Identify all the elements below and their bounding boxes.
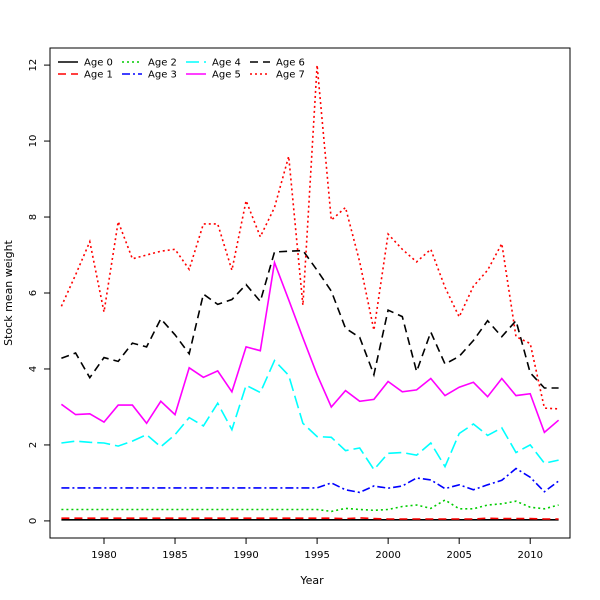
legend-label: Age 7 xyxy=(276,70,305,81)
y-axis: 0 2 4 6 8 10 12 xyxy=(28,59,50,524)
x-tick-label: 1995 xyxy=(304,550,329,561)
legend-label: Age 2 xyxy=(148,58,177,69)
legend-label: Age 3 xyxy=(148,70,177,81)
y-tick-label: 4 xyxy=(28,366,39,372)
plot-frame xyxy=(49,47,571,539)
y-tick-label: 0 xyxy=(28,518,39,524)
legend-label: Age 6 xyxy=(276,58,305,69)
y-axis-label: Stock mean weight xyxy=(2,239,15,345)
x-tick-label: 2005 xyxy=(446,550,471,561)
y-tick-label: 2 xyxy=(28,442,39,448)
series-line-age-1 xyxy=(61,517,559,520)
y-tick-label: 10 xyxy=(28,135,39,148)
x-axis-label: Year xyxy=(299,574,324,587)
series-line-age-2 xyxy=(61,499,559,513)
series-line-age-3 xyxy=(61,467,560,494)
legend-label: Age 5 xyxy=(212,70,241,81)
y-tick-label: 6 xyxy=(28,290,39,296)
x-tick-label: 1985 xyxy=(162,550,187,561)
series-line-age-5 xyxy=(60,259,560,434)
x-tick-label: 2000 xyxy=(375,550,400,561)
y-tick-label: 8 xyxy=(28,214,39,220)
legend-label: Age 0 xyxy=(84,58,113,69)
x-tick-label: 2010 xyxy=(517,550,542,561)
legend-label: Age 4 xyxy=(212,58,241,69)
series-lines xyxy=(60,65,560,521)
series-line-age-4 xyxy=(61,359,559,471)
x-tick-label: 1990 xyxy=(233,550,258,561)
x-tick-label: 1980 xyxy=(91,550,116,561)
x-axis: 1980 1985 1990 1995 2000 2005 2010 xyxy=(91,538,543,561)
series-line-age-6 xyxy=(61,249,559,389)
series-line-age-7 xyxy=(60,65,559,410)
legend-label: Age 1 xyxy=(84,70,113,81)
y-tick-label: 12 xyxy=(28,59,39,72)
